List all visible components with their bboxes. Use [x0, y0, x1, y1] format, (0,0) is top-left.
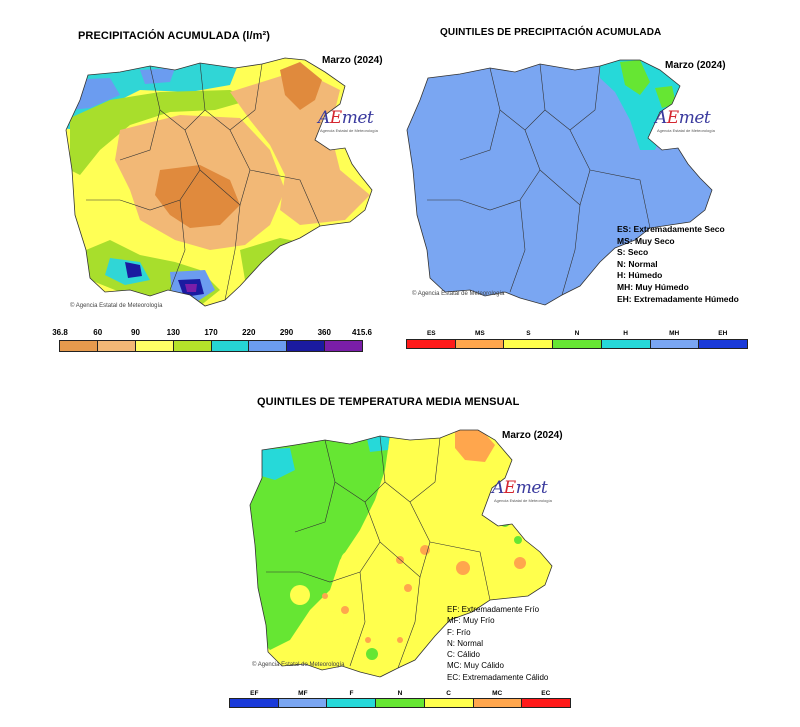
bar-label: C — [446, 690, 451, 697]
bar-label: ES — [426, 330, 436, 337]
legend-item: N: Normal — [617, 258, 658, 269]
color-swatch — [424, 699, 474, 707]
legend-item: MH: Muy Húmedo — [617, 281, 689, 292]
color-swatch — [522, 699, 571, 707]
precip-quintiles-bar-labels: ES MS S N H MH EH — [407, 330, 747, 337]
color-swatch — [173, 341, 212, 351]
temp-quintiles-color-bar — [229, 698, 571, 708]
legend-item: F: Frío — [447, 627, 471, 637]
precip-map-copyright: © Agencia Estatal de Meteorología — [70, 303, 163, 309]
legend-item: MF: Muy Frío — [447, 616, 495, 626]
color-swatch — [60, 341, 98, 351]
color-swatch — [327, 699, 377, 707]
color-swatch — [230, 699, 279, 707]
temp-quintiles-copyright: © Agencia Estatal de Meteorología — [252, 662, 345, 668]
precip-quintiles-logo: AEmet Agencia Estatal de Meteorología — [655, 108, 715, 133]
precip-quintiles-copyright: © Agencia Estatal de Meteorología — [412, 291, 505, 297]
precip-scale-label: 90 — [131, 328, 140, 337]
color-swatch — [553, 340, 602, 348]
precip-scale-label: 170 — [204, 328, 218, 337]
precip-quintiles-color-bar — [406, 339, 748, 349]
bar-label: MF — [298, 690, 308, 697]
legend-item: H: Húmedo — [617, 270, 663, 281]
legend-item: N: Normal — [447, 638, 484, 648]
precip-scale-label: 60 — [93, 328, 103, 337]
bar-label: H — [623, 330, 628, 337]
color-swatch — [407, 340, 456, 348]
precip-map-date: Marzo (2024) — [322, 55, 383, 66]
precip-scale-label: 290 — [279, 328, 294, 337]
precip-quintiles-date: Marzo (2024) — [665, 60, 726, 71]
precip-color-scale — [59, 340, 363, 352]
legend-item: ES: Extremadamente Seco — [617, 224, 725, 234]
precip-scale-label: 360 — [317, 328, 331, 337]
color-swatch — [211, 341, 250, 351]
precip-scale-label: 130 — [166, 328, 180, 337]
precip-quintiles-legend: ES: Extremadamente Seco MS: Muy Seco S: … — [617, 224, 739, 305]
precip-scale-label: 220 — [242, 328, 256, 337]
bar-label: EC — [541, 690, 551, 697]
temp-quintiles-bar-labels: EF MF F N C MC EC — [230, 690, 570, 697]
temp-quintiles-legend: EF: Extremadamente Frío MF: Muy Frío F: … — [447, 604, 548, 683]
bar-label: F — [349, 690, 354, 697]
bar-label: EH — [718, 330, 728, 337]
color-swatch — [504, 340, 554, 348]
color-swatch — [650, 340, 700, 348]
temp-quintiles-logo: AEmet Agencia Estatal de Meteorología — [492, 478, 552, 503]
color-swatch — [135, 341, 174, 351]
color-swatch — [287, 341, 326, 351]
legend-item: S: Seco — [617, 247, 649, 258]
precip-scale-label: 36.8 — [52, 328, 68, 337]
color-swatch — [455, 340, 505, 348]
bar-label: MH — [669, 330, 680, 337]
legend-item: C: Cálido — [447, 650, 480, 660]
color-swatch — [473, 699, 523, 707]
legend-item: EC: Extremadamente Cálido — [447, 672, 549, 682]
bar-label: N — [574, 330, 580, 337]
color-swatch — [601, 340, 651, 348]
temp-quintiles-date: Marzo (2024) — [502, 430, 563, 441]
precip-map-title: PRECIPITACIÓN ACUMULADA (l/m²) — [78, 30, 271, 42]
color-swatch — [699, 340, 748, 348]
color-swatch — [376, 699, 425, 707]
legend-item: EF: Extremadamente Frío — [447, 605, 540, 614]
color-swatch — [249, 341, 288, 351]
precip-scale-labels: 36.8 60 90 130 170 220 290 360 415.6 — [52, 328, 372, 338]
legend-item: MC: Muy Cálido — [447, 661, 504, 671]
precip-scale-label: 415.6 — [351, 328, 373, 337]
bar-label: EF — [250, 690, 259, 697]
bar-label: N — [397, 690, 403, 697]
color-swatch — [325, 341, 362, 351]
color-swatch — [97, 341, 136, 351]
bar-label: MS — [474, 330, 485, 337]
legend-item: MS: Muy Seco — [617, 235, 675, 246]
precip-quintiles-title: QUINTILES DE PRECIPITACIÓN ACUMULADA — [440, 27, 662, 38]
legend-item: EH: Extremadamente Húmedo — [617, 293, 739, 304]
bar-label: S — [526, 330, 531, 337]
bar-label: MC — [492, 690, 503, 697]
precip-map-logo: AEmet Agencia Estatal de Meteorología — [318, 108, 378, 133]
color-swatch — [278, 699, 328, 707]
temp-quintiles-title: QUINTILES DE TEMPERATURA MEDIA MENSUAL — [257, 396, 520, 408]
